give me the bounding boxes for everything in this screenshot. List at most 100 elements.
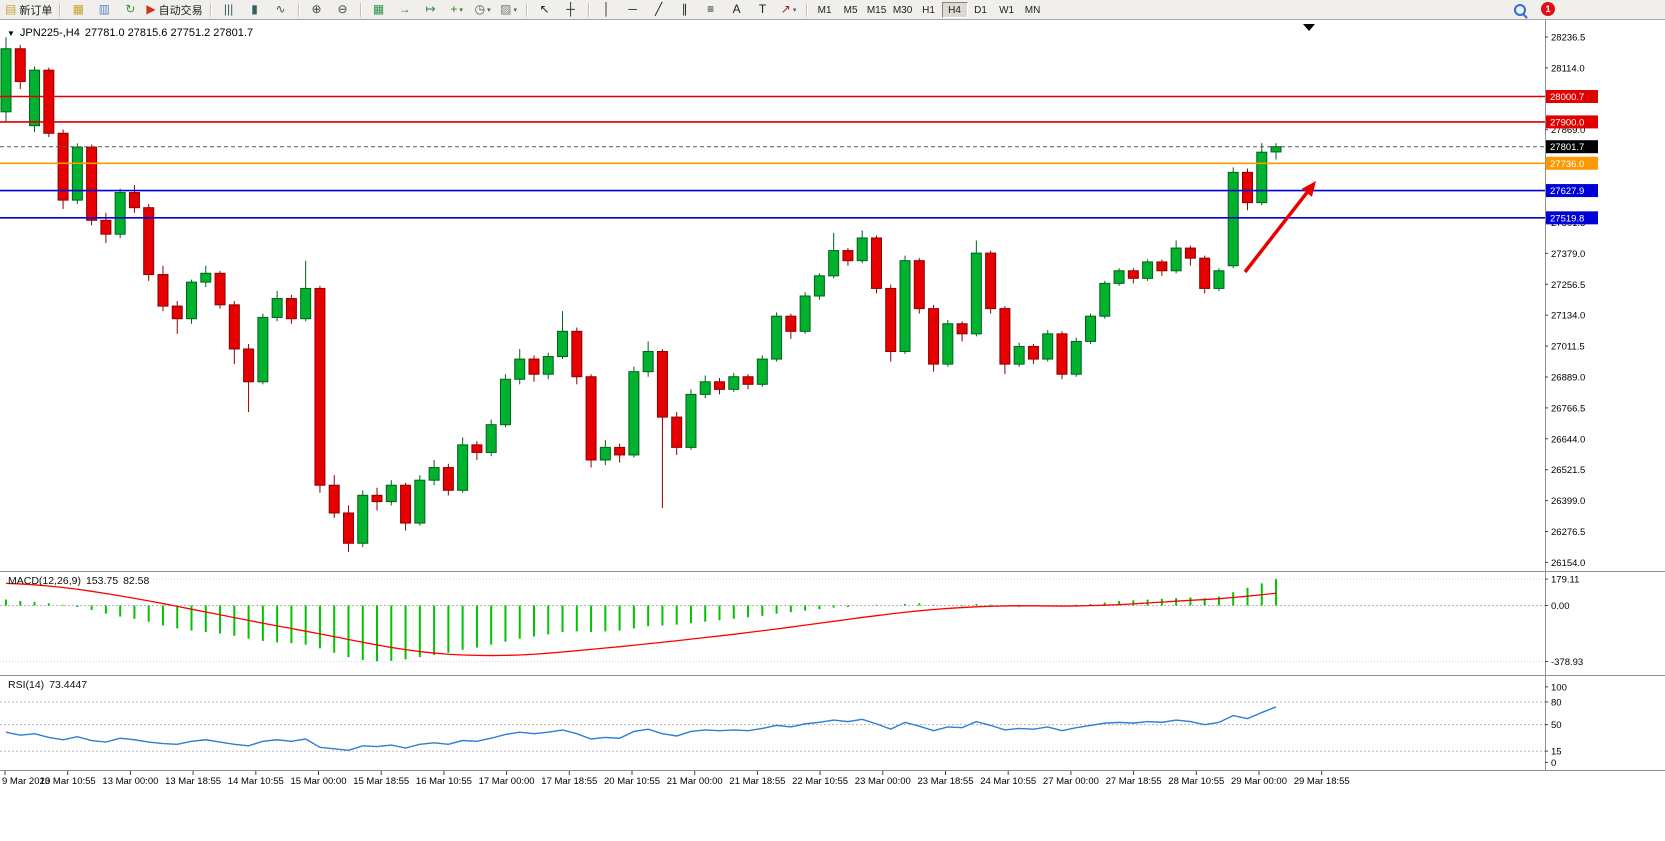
candle-body [257, 316, 269, 383]
toolbar-separator [209, 2, 212, 17]
candle-body [970, 252, 982, 335]
candle-body [57, 132, 69, 201]
rsi-value: 73.4447 [49, 679, 88, 691]
timeframe-h1-button[interactable]: H1 [922, 4, 935, 16]
candle-body [856, 237, 868, 262]
candle-body [528, 358, 540, 375]
zoom-out-button[interactable]: ⊖ [330, 1, 356, 18]
trendline-button[interactable]: ╱ [646, 1, 672, 18]
toolbar-separator [297, 2, 300, 17]
time-tick-label: 20 Mar 10:55 [604, 776, 660, 787]
new-chart-button[interactable]: ▦ [65, 1, 91, 18]
text-button[interactable]: A [724, 1, 750, 18]
timeframe-w1-button[interactable]: W1 [999, 4, 1015, 16]
fibonacci-button[interactable]: ≡ [698, 1, 724, 18]
rsi-tick-label: 50 [1551, 720, 1562, 731]
timeframe-m15-button[interactable]: M15 [866, 4, 887, 16]
price-tick-label: 27869.0 [1551, 125, 1585, 136]
profiles-button[interactable]: ▥ [91, 1, 117, 18]
notification-badge[interactable]: 1 [1541, 2, 1555, 16]
text-icon: A [732, 2, 741, 16]
current-price-badge-text: 27801.7 [1550, 142, 1584, 153]
zoom-in-icon: ⊕ [311, 2, 322, 16]
templates-button[interactable]: ▨ ▾ [496, 1, 522, 18]
auto-scroll-button[interactable]: → [392, 1, 418, 18]
periods-button[interactable]: ◷ ▾ [470, 1, 496, 18]
vertical-line-button[interactable]: │ [594, 1, 620, 18]
candle-body [599, 446, 611, 461]
search-icon[interactable] [1514, 4, 1526, 16]
crosshair-button[interactable]: ┼ [558, 1, 584, 18]
periods-icon: ◷ [474, 2, 486, 16]
auto-trading-button[interactable]: ▶ 自动交易 [143, 1, 205, 18]
time-tick-label: 17 Mar 18:55 [541, 776, 597, 787]
candle-body [628, 371, 640, 456]
zoom-out-icon: ⊖ [337, 2, 348, 16]
candle-body [14, 48, 26, 83]
time-tick-label: 28 Mar 10:55 [1168, 776, 1224, 787]
bar-chart-button[interactable]: ||| [216, 1, 242, 18]
chevron-down-icon[interactable]: ▼ [7, 28, 15, 38]
price-level-badge [1546, 211, 1598, 225]
arrows-button[interactable]: ↗ ▾ [776, 1, 802, 18]
new-order-icon: ▤ [5, 2, 17, 16]
candle-body [371, 494, 383, 503]
tile-windows-button[interactable]: ▦ [366, 1, 392, 18]
candle-body [1070, 340, 1082, 375]
timeframe-h4-button[interactable]: H4 [941, 1, 968, 18]
fibonacci-icon: ≡ [707, 2, 715, 16]
candle-body [485, 424, 497, 453]
timeframe-m1-button[interactable]: M1 [817, 4, 832, 16]
price-tick-label: 26154.0 [1551, 558, 1585, 569]
candle-body [300, 287, 312, 320]
candles-layer [0, 37, 1282, 553]
macd-tick-label: 0.00 [1551, 601, 1570, 612]
price-level-badge [1546, 90, 1598, 104]
refresh-button[interactable]: ↻ [117, 1, 143, 18]
rsi-panel [0, 701, 1545, 752]
chart-shift-button[interactable]: ↦ [418, 1, 444, 18]
line-chart-button[interactable]: ∿ [268, 1, 294, 18]
price-tick-label: 28236.5 [1551, 33, 1585, 44]
candle-body [143, 207, 155, 276]
candle-body [699, 381, 711, 395]
macd-signal-value: 82.58 [123, 575, 150, 587]
candle-body [243, 348, 255, 383]
cursor-button[interactable]: ↖ [532, 1, 558, 18]
timeframe-m30-button[interactable]: M30 [892, 4, 913, 16]
macd-tick-label: -378.93 [1551, 657, 1583, 668]
candle-body [1056, 333, 1068, 375]
chart-shift-marker-icon [1303, 24, 1315, 31]
time-tick-label: 17 Mar 00:00 [479, 776, 535, 787]
candle-body [342, 512, 354, 544]
timeframe-d1-button[interactable]: D1 [974, 4, 987, 16]
timeframe-m5-button[interactable]: M5 [843, 4, 858, 16]
candle-body [813, 275, 825, 297]
horizontal-line-icon: ─ [628, 2, 637, 16]
text-label-button[interactable]: T [750, 1, 776, 18]
equidistant-channel-button[interactable]: ∥ [672, 1, 698, 18]
candle-body [1170, 247, 1182, 272]
timeframe-mn-button[interactable]: MN [1024, 4, 1041, 16]
candlestick-chart-button[interactable]: ▮ [242, 1, 268, 18]
trend-arrow[interactable] [1243, 191, 1309, 274]
candle-body [756, 358, 768, 385]
candle-body [870, 237, 882, 289]
time-tick-label: 27 Mar 18:55 [1106, 776, 1162, 787]
candle-body [471, 444, 483, 453]
time-tick-label: 15 Mar 00:00 [291, 776, 347, 787]
new-order-button[interactable]: ▤ 新订单 [2, 1, 55, 18]
zoom-in-button[interactable]: ⊕ [304, 1, 330, 18]
rsi-tick-label: 100 [1551, 682, 1567, 693]
candle-body [186, 281, 198, 320]
time-tick-label: 27 Mar 00:00 [1043, 776, 1099, 787]
indicators-button[interactable]: + ▾ [444, 1, 470, 18]
equidistant-channel-icon: ∥ [681, 2, 688, 16]
candle-body [1199, 257, 1211, 289]
horizontal-line-button[interactable]: ─ [620, 1, 646, 18]
new-order-button-label: 新订单 [19, 4, 53, 17]
candle-body [671, 416, 683, 448]
time-tick-label: 21 Mar 18:55 [729, 776, 785, 787]
price-tick-label: 28114.0 [1551, 63, 1585, 74]
